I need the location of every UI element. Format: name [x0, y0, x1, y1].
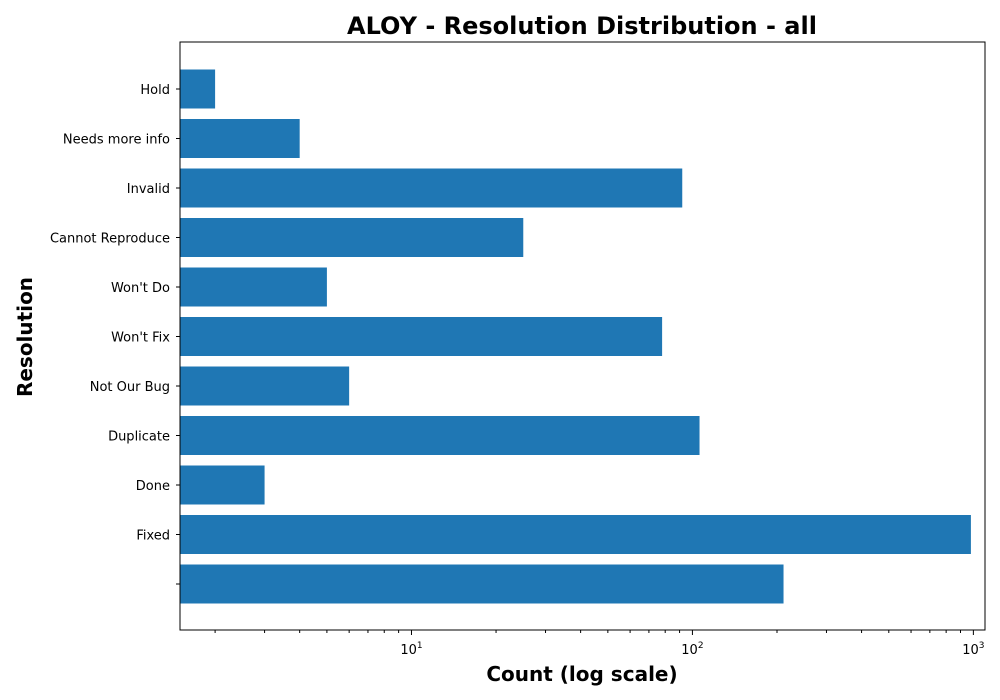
y-tick-label: Duplicate [108, 430, 170, 445]
x-tick-label: 103 [962, 641, 984, 658]
y-tick-label: Needs more info [63, 133, 170, 148]
y-tick-label: Not Our Bug [90, 380, 170, 395]
bar-3 [180, 218, 524, 257]
bar-1 [180, 119, 300, 158]
plot-frame [179, 41, 986, 631]
y-tick-label: Won't Fix [111, 331, 170, 346]
bar-9 [180, 515, 971, 554]
bar-8 [180, 465, 265, 505]
y-tick-label: Cannot Reproduce [50, 232, 170, 247]
bar-10 [180, 564, 784, 604]
x-tick-label: 102 [681, 641, 703, 658]
chart-title: ALOY - Resolution Distribution - all [347, 12, 817, 40]
y-tick-label: Invalid [127, 182, 170, 197]
y-tick-label: Won't Do [111, 281, 170, 296]
bar-6 [180, 366, 350, 406]
bar-5 [180, 317, 663, 356]
x-ticks-group: 101 102 103 [214, 630, 985, 658]
bar-2 [180, 168, 683, 208]
y-axis-label: Resolution [13, 277, 37, 397]
x-axis-label: Count (log scale) [486, 662, 677, 686]
y-ticks-group: Hold Needs more info Invalid Cannot Reprodu… [50, 83, 180, 585]
y-tick-label: Hold [140, 83, 170, 98]
x-tick-label: 101 [400, 641, 422, 658]
bars-group [180, 69, 971, 604]
y-tick-label: Fixed [136, 529, 170, 544]
bar-0 [180, 69, 216, 109]
bar-7 [180, 416, 700, 455]
y-tick-label: Done [136, 479, 170, 494]
bar-4 [180, 267, 327, 307]
